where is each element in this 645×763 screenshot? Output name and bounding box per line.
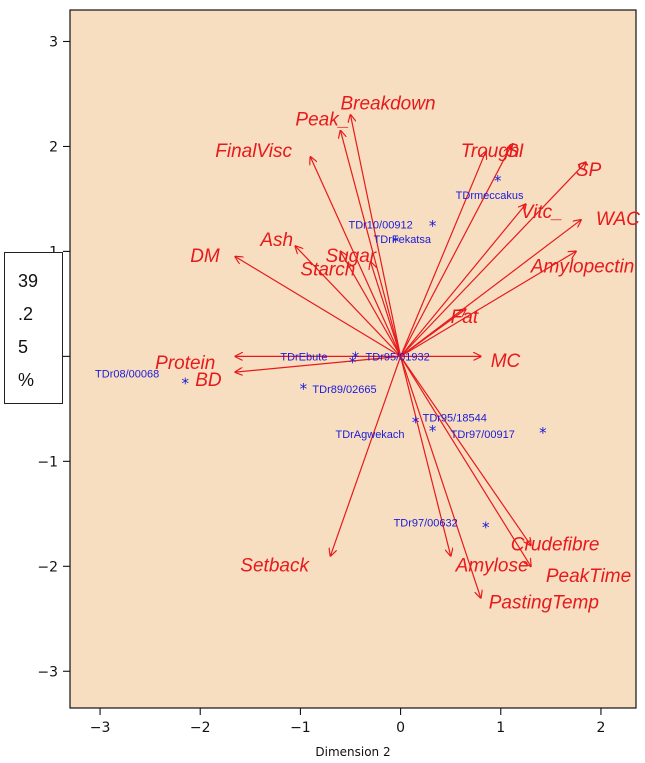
y-tick-label: 3 [49, 34, 58, 50]
observation-point-tdrmeccakus: * [494, 172, 502, 190]
variable-vectors [235, 115, 586, 598]
observation-point-tdr08-00068: * [181, 375, 189, 393]
vector-label-crudefibre: Crudefibre [511, 535, 600, 556]
observation-label-tdrebute: TDrEbute [280, 352, 327, 364]
vector-label-sugar: Sugar [325, 246, 376, 267]
vector-label-ash: Ash [259, 230, 293, 251]
x-tick-label: −2 [190, 720, 211, 736]
observation-label-tdr10-00912: TDr10/00912 [348, 219, 412, 231]
vector-trough [400, 152, 486, 357]
observation-point-tdr95-01932: * [349, 354, 357, 372]
vector-amylose [400, 356, 451, 555]
y-tick-label: −3 [37, 664, 58, 680]
vector-label-breakdown: Breakdown [340, 94, 435, 115]
vector-pastingtemp [400, 356, 481, 597]
vector-finalvisc [310, 157, 402, 357]
variance-line-2: .2 [18, 304, 34, 324]
vector-wac [400, 220, 581, 357]
observation-label-tdr97-00632: TDr97/00632 [394, 517, 458, 529]
observation-label-tdr08-00068: TDr08/00068 [95, 368, 159, 380]
x-tick-label: −3 [90, 720, 111, 736]
observation-label-tdr95-18544: TDr95/18544 [423, 412, 487, 424]
variance-line-3: 5 [18, 337, 29, 357]
x-tick-label: 1 [496, 720, 505, 736]
observation-point-tdr97-00917: * [539, 424, 547, 442]
vector-label-bd: BD [195, 370, 222, 391]
x-axis: −3 −2 −1 0 1 2 [90, 708, 605, 736]
x-axis-label: Dimension 2 [315, 745, 390, 759]
variance-box: 39 .2 5 % [4, 252, 63, 404]
vector-breakdown [350, 115, 402, 357]
vector-label-dm: DM [190, 246, 220, 267]
vector-si [400, 146, 511, 357]
vector-peaktime [400, 356, 531, 566]
observation-label-tdr89-02665: TDr89/02665 [312, 384, 376, 396]
vector-label-starch: Starch [300, 260, 355, 281]
vector-label-setback: Setback [240, 556, 310, 577]
vector-fat [400, 309, 466, 357]
vector-label-peak: Peak_ [295, 109, 349, 130]
observation-point-tdr95-18544: * [412, 413, 420, 431]
observation-label-tdragwekach: TDrAgwekach [335, 429, 404, 441]
vector-label-sp: SP [576, 160, 602, 181]
y-tick-label: −1 [37, 454, 58, 470]
observation-point-tdr97-00632: * [482, 518, 490, 536]
vector-bd [235, 355, 401, 372]
observation-label-tdrfekatsa: TDrFekatsa [374, 234, 432, 246]
observation-label-tdr95-01932: TDr95/01932 [366, 352, 430, 364]
vector-label-amylose: Amylose [455, 556, 529, 577]
vector-label-pastingtemp: PastingTemp [489, 592, 599, 613]
vector-label-protein: Protein [155, 353, 215, 374]
vector-label-wac: WAC [596, 209, 640, 230]
vector-dm [235, 257, 401, 357]
vector-sp [400, 162, 586, 357]
vector-label-mc: MC [491, 351, 521, 372]
vector-starch [371, 262, 402, 357]
variance-line-1: 39 [18, 271, 39, 291]
vector-crudefibre [400, 356, 531, 545]
y-tick-label: −2 [37, 559, 58, 575]
observation-point-tdrebute: * [352, 348, 360, 366]
vector-sugar [340, 251, 402, 357]
vector-label-amylopectin: Amylopectin [530, 256, 635, 277]
vector-label-si: SI [506, 141, 525, 162]
variance-line-4: % [18, 370, 35, 390]
observation-point-tdrfekatsa: * [392, 233, 400, 251]
observation-point-tdr10-00912: * [429, 217, 437, 235]
observation-point-tdragwekach: * [429, 422, 437, 440]
observation-point-tdr89-02665: * [300, 380, 308, 398]
observation-label-tdr97-00917: TDr97/00917 [451, 429, 515, 441]
vector-label-vitc: Vitc_ [521, 202, 563, 223]
x-tick-label: 2 [596, 720, 605, 736]
x-tick-label: 0 [396, 720, 405, 736]
observation-points: *TDrmeccakus*TDr10/00912*TDrFekatsa*TDrE… [95, 172, 547, 536]
y-tick-label: 2 [49, 139, 58, 155]
vector-ash [295, 246, 402, 357]
vector-vitc [400, 204, 526, 357]
vector-label-trough: Trough [461, 141, 520, 162]
vector-setback [330, 356, 402, 555]
vector-label-finalvisc: FinalVisc [215, 141, 292, 162]
vector-label-peaktime: PeakTime [546, 566, 631, 587]
x-tick-label: −1 [290, 720, 311, 736]
vector-amylopectin [400, 251, 576, 357]
vector-peak [340, 131, 402, 357]
observation-label-tdrmeccakus: TDrmeccakus [456, 190, 524, 202]
vector-label-fat: Fat [451, 307, 479, 328]
